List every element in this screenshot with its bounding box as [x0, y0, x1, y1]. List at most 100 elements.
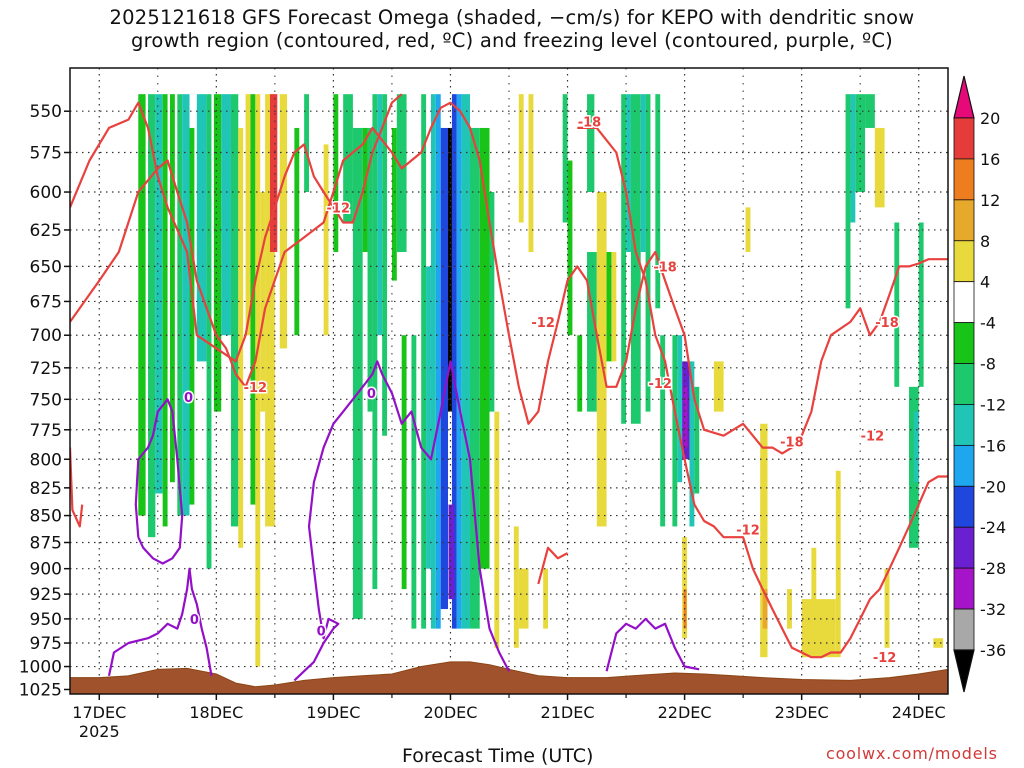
omega-cell	[343, 94, 353, 223]
y-tick-label: 625	[30, 221, 62, 241]
y-tick-label: 800	[30, 450, 62, 470]
omega-cell	[528, 94, 534, 252]
dgz-contour-label: -12	[873, 651, 897, 666]
colorbar-label: 4	[980, 273, 990, 292]
omega-cell	[189, 127, 195, 505]
colorbar-segment	[953, 281, 975, 324]
omega-cell	[918, 222, 924, 387]
omega-cell	[845, 94, 851, 309]
colorbar-segment	[953, 404, 975, 446]
dgz-contour-line	[70, 101, 948, 455]
omega-cell	[655, 94, 661, 309]
dgz-contour-label: -18	[578, 115, 602, 130]
omega-cell	[333, 94, 339, 252]
omega-cell	[894, 222, 900, 387]
omega-cell	[801, 599, 836, 658]
y-tick-label: 600	[30, 183, 62, 203]
omega-cell	[762, 589, 768, 629]
omega-cell	[265, 94, 275, 527]
y-tick-label: 825	[30, 479, 62, 499]
omega-cell	[162, 94, 168, 527]
omega-cell	[230, 94, 239, 527]
omega-cell	[448, 504, 455, 600]
omega-cell	[138, 94, 146, 516]
dgz-contour-label: -18	[780, 436, 804, 451]
omega-cell	[362, 127, 368, 252]
omega-cell	[587, 251, 597, 412]
omega-cell	[430, 94, 436, 629]
x-tick-label: 22DEC	[658, 703, 712, 722]
omega-cell	[913, 411, 919, 483]
y-tick-label: 775	[30, 421, 62, 441]
omega-cell	[606, 251, 612, 362]
omega-cell	[469, 127, 480, 629]
omega-cell	[279, 94, 288, 349]
freezing-level-contour-line	[107, 567, 213, 677]
omega-cell	[377, 94, 383, 336]
omega-cell	[367, 127, 373, 412]
colorbar-label: -12	[980, 395, 1006, 414]
colorbar-segment	[953, 444, 975, 487]
credit-link[interactable]: coolwx.com/models	[826, 744, 998, 763]
dgz-contour-line	[70, 93, 403, 363]
omega-cell	[694, 386, 700, 494]
omega-cell	[760, 423, 768, 658]
colorbar-label: 12	[980, 191, 1000, 210]
omega-cell	[448, 127, 452, 412]
freezing-level-contour-line	[293, 360, 510, 682]
chart-title-line-2: growth region (contoured, red, ºC) and f…	[131, 29, 893, 52]
dgz-contour-line	[577, 126, 948, 659]
colorbar-label: 8	[980, 232, 990, 251]
freezing-contour-label: 0	[184, 391, 193, 406]
colorbar-label: -4	[980, 314, 996, 333]
omega-cell	[479, 127, 490, 569]
omega-cell	[645, 94, 651, 412]
colorbar-label: -32	[980, 600, 1006, 619]
x-tick-label: 23DEC	[775, 703, 829, 722]
omega-cell	[672, 335, 678, 527]
omega-cell	[677, 335, 683, 483]
x-tick-sublabel: 2025	[79, 722, 120, 741]
omega-cell	[440, 127, 449, 610]
omega-cell	[382, 94, 388, 436]
colorbar-bottom-arrow	[953, 649, 975, 693]
colorbar-segment	[953, 322, 975, 364]
colorbar-label: -20	[980, 477, 1006, 496]
y-tick-label: 575	[30, 144, 62, 164]
omega-cell	[148, 94, 156, 538]
colorbar-label: -28	[980, 559, 1006, 578]
freezing-contour-label: 0	[367, 387, 376, 402]
colorbar-top-arrow	[953, 75, 975, 119]
y-tick-label: 700	[30, 326, 62, 346]
omega-cell	[874, 127, 885, 208]
omega-cell	[683, 386, 688, 448]
omega-cell	[391, 127, 397, 281]
dgz-contour-label: -12	[244, 381, 268, 396]
x-tick-label: 17DEC	[72, 703, 126, 722]
omega-cell	[451, 94, 457, 629]
omega-cell	[352, 127, 363, 619]
colorbar-segment	[953, 199, 975, 242]
omega-cell	[221, 94, 231, 336]
omega-cell	[587, 94, 595, 193]
omega-cell	[835, 470, 841, 658]
omega-cell	[401, 335, 407, 590]
omega-cell	[206, 94, 212, 569]
omega-cell	[255, 94, 261, 667]
omega-cell	[660, 335, 666, 527]
x-tick-label: 19DEC	[306, 703, 360, 722]
y-tick-label: 675	[30, 292, 62, 312]
omega-cell	[494, 411, 500, 648]
y-tick-label: 950	[30, 610, 62, 630]
terrain-surface	[70, 661, 948, 694]
freezing-level-contour-line	[134, 398, 184, 565]
colorbar-segment	[953, 117, 975, 160]
omega-cell	[621, 94, 627, 424]
omega-cell	[682, 537, 688, 639]
omega-cell	[713, 361, 724, 412]
omega-cell	[567, 160, 573, 336]
colorbar-segment	[953, 158, 975, 201]
dgz-contour-label: -12	[736, 524, 760, 539]
colorbar-label: -16	[980, 436, 1006, 455]
colorbar-segment	[953, 526, 975, 569]
